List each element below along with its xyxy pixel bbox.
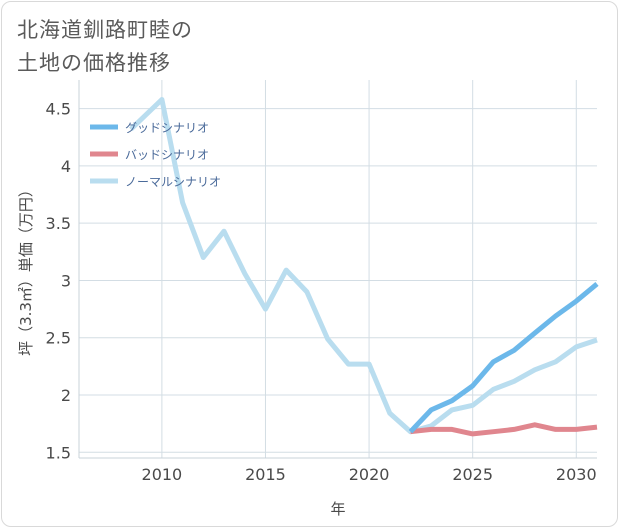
x-tick-label: 2025 bbox=[452, 465, 493, 484]
chart-title: 北海道釧路町睦の 土地の価格推移 bbox=[17, 14, 437, 80]
series-line-3 bbox=[129, 97, 598, 435]
y-tick-label: 4.5 bbox=[46, 100, 71, 119]
y-tick-label: 3 bbox=[61, 271, 71, 290]
legend-label: グッドシナリオ bbox=[125, 121, 209, 135]
title-line-1: 北海道釧路町睦の bbox=[17, 18, 193, 42]
y-axis-title: 坪（3.3㎡）単価（万円） bbox=[17, 182, 35, 356]
y-tick-label: 3.5 bbox=[46, 214, 71, 233]
y-tick-labels: 1.5 2 2.5 3 3.5 4 4.5 bbox=[46, 100, 71, 463]
title-line-2: 土地の価格推移 bbox=[17, 51, 171, 75]
legend-label: ノーマルシナリオ bbox=[125, 175, 221, 189]
y-tick-label: 2.5 bbox=[46, 329, 71, 348]
x-axis-title: 年 bbox=[330, 500, 345, 518]
x-tick-label: 2010 bbox=[142, 465, 183, 484]
series-line-2 bbox=[410, 422, 598, 437]
y-tick-label: 4 bbox=[61, 157, 71, 176]
plot-frame bbox=[78, 80, 597, 459]
y-tick-label: 1.5 bbox=[46, 443, 71, 462]
series-line-1 bbox=[408, 281, 599, 434]
x-tick-labels: 2010 2015 2020 2025 2030 bbox=[142, 465, 597, 484]
x-tick-label: 2015 bbox=[245, 465, 286, 484]
x-tick-label: 2030 bbox=[556, 465, 597, 484]
legend-label: バッドシナリオ bbox=[125, 148, 209, 162]
grid bbox=[79, 80, 597, 458]
y-tick-label: 2 bbox=[61, 386, 71, 405]
x-tick-label: 2020 bbox=[349, 465, 390, 484]
series-lines bbox=[129, 97, 599, 437]
